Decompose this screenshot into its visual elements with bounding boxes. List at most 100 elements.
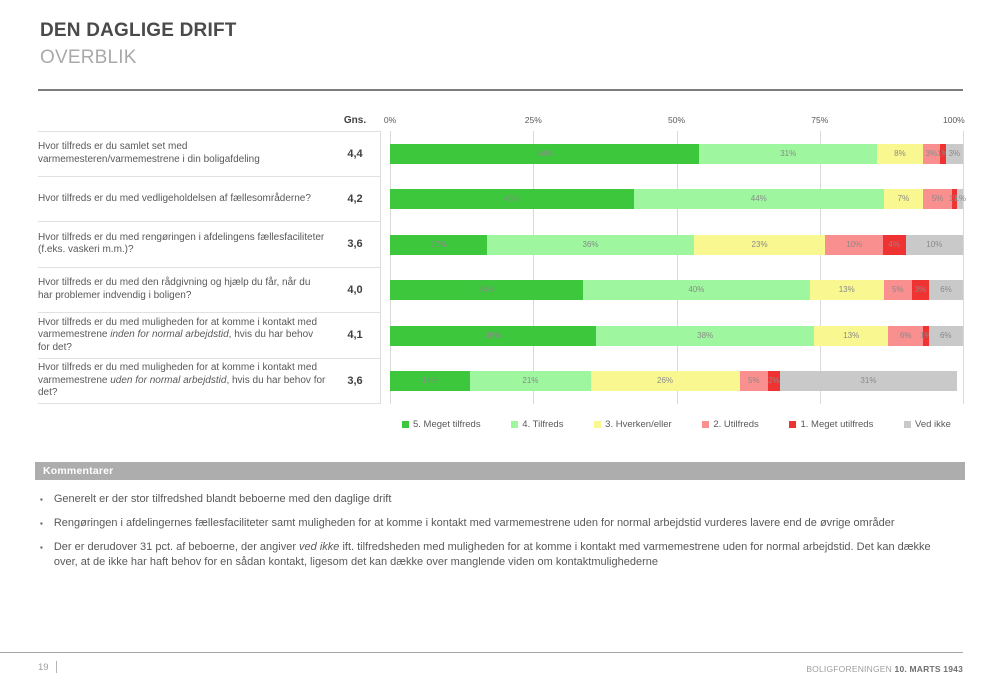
row-label-area: Hvor tilfreds er du med rengøringen i af… xyxy=(38,222,380,268)
bar-segment: 23% xyxy=(693,234,826,255)
question-label-inner: Hvor tilfreds er du samlet set med varme… xyxy=(38,141,326,166)
bar-segment-label: 5% xyxy=(931,194,944,204)
bar-segment: 1% xyxy=(919,325,932,346)
question-text-italic: ved ikke xyxy=(299,541,340,554)
axis-tick-label: 100% xyxy=(942,115,965,125)
gridline xyxy=(676,131,678,404)
bar-segment-label: 5% xyxy=(748,376,760,386)
chart-row: Hvor tilfreds er du med muligheden for a… xyxy=(38,313,963,359)
bar-segment: 38% xyxy=(596,325,814,346)
bar-segment: 14% xyxy=(390,371,471,392)
legend-label: Ved ikke xyxy=(915,419,951,430)
bar-segment: 40% xyxy=(582,280,810,301)
bar-segment-label: 3% xyxy=(948,148,961,158)
bar-segment: 2% xyxy=(768,371,780,392)
gns-value: 3,6 xyxy=(347,238,363,251)
question-label-inner: Hvor tilfreds er du med vedligeholdelsen… xyxy=(38,193,311,206)
bar-segment-label: 36% xyxy=(485,330,502,340)
chart-rows: Hvor tilfreds er du samlet set med varme… xyxy=(38,131,966,405)
gns-value: 4,1 xyxy=(347,329,363,342)
chart-plot-area: Hvor tilfreds er du samlet set med varme… xyxy=(38,131,966,405)
bar-segment-label: 1% xyxy=(937,148,949,158)
comments-list: ▪ Generelt er der stor tilfredshed blandt… xyxy=(40,492,943,578)
bar-segment: 43% xyxy=(390,189,634,210)
bar-segment: 6% xyxy=(888,325,923,346)
gridline xyxy=(390,131,391,404)
stacked-bar: 17% 36% 23% 10% 4% 10% xyxy=(390,234,963,255)
bar-segment: 4% xyxy=(882,234,906,255)
bar-segment-label: 31% xyxy=(780,148,797,158)
bar-segment-label: 1% xyxy=(919,330,932,340)
gns-value: 3,6 xyxy=(347,374,363,387)
axis-tick-label: 75% xyxy=(811,115,829,125)
stacked-bar: 34% 40% 13% 5% 3% 6% xyxy=(390,280,963,301)
legend-item: 5. Meget tilfreds xyxy=(402,419,481,430)
question-text-italic: inden for normal arbejdstid xyxy=(110,329,229,340)
bar-segment-label: 1% xyxy=(948,194,961,204)
bar-cell: 14% 21% 26% 5% 2% 31% xyxy=(390,359,963,405)
chart-axis: Gns. 0% 25% 50% 75% 100% xyxy=(38,104,965,131)
bar-segment-label: 21% xyxy=(522,376,539,386)
gns-column-header: Gns. xyxy=(343,115,367,126)
bar-segment-label: 4% xyxy=(888,239,900,249)
footer-date: 10. MARTS 1943 xyxy=(894,664,963,674)
bar-segment-label: 7% xyxy=(897,194,910,204)
legend-label: 1. Meget utilfreds xyxy=(800,419,874,430)
bar-segment: 3% xyxy=(922,143,941,164)
bar-segment-label: 6% xyxy=(939,330,952,340)
gns-value: 4,4 xyxy=(347,147,363,160)
bar-segment: 3% xyxy=(911,280,929,301)
question-label: Hvor tilfreds er du med rengøringen i af… xyxy=(38,222,330,267)
legend-label: 5. Meget tilfreds xyxy=(413,419,481,430)
question-text: Rengøringen i afdelingernes fællesfacili… xyxy=(53,517,895,530)
gridline xyxy=(533,131,535,404)
bar-segment-label: 34% xyxy=(478,285,495,295)
legend-swatch xyxy=(904,421,912,428)
bar-segment-label: 14% xyxy=(422,376,439,386)
gridline xyxy=(819,131,821,404)
bar-segment: 10% xyxy=(825,234,883,255)
slide-header: DEN DAGLIGE DRIFT OVERBLIK xyxy=(40,20,237,69)
chart-row: Hvor tilfreds er du samlet set med varme… xyxy=(38,131,963,177)
bar-segment: 44% xyxy=(633,189,884,210)
question-label: Hvor tilfreds er du med muligheden for a… xyxy=(38,313,330,358)
question-label: Hvor tilfreds er du med den rådgivning o… xyxy=(38,268,330,313)
stacked-bar: 54% 31% 8% 3% 1% 3% xyxy=(390,143,963,164)
bar-segment: 21% xyxy=(470,371,591,392)
question-text: Hvor tilfreds er du med den rådgivning o… xyxy=(38,277,311,301)
bar-segment-label: 23% xyxy=(751,239,768,249)
bar-segment-label: 13% xyxy=(843,330,860,340)
bar-segment-label: 3% xyxy=(914,285,927,295)
bar-segment-label: 2% xyxy=(768,376,780,386)
title-divider xyxy=(38,89,963,91)
comment-bullet: ▪ Rengøringen i afdelingernes fællesfacil… xyxy=(40,516,943,531)
bar-segment: 1% xyxy=(954,189,966,210)
legend-label: 4. Tilfreds xyxy=(522,419,564,430)
question-label: Hvor tilfreds er du samlet set med varme… xyxy=(38,132,330,176)
chart-row: Hvor tilfreds er du med rengøringen i af… xyxy=(38,222,963,268)
grid-layer xyxy=(390,131,964,404)
comments-header: Kommentarer xyxy=(35,462,965,480)
row-label-area: Hvor tilfreds er du med vedligeholdelsen… xyxy=(38,177,380,222)
footer-org: BOLIGFORENINGEN xyxy=(806,664,895,674)
bar-segment-label: 6% xyxy=(940,285,952,295)
page-number: 19 xyxy=(38,661,57,673)
chart-row: Hvor tilfreds er du med den rådgivning o… xyxy=(38,268,963,313)
bar-segment: 36% xyxy=(487,234,694,255)
question-text: Hvor tilfreds er du med muligheden for a… xyxy=(38,316,318,341)
question-text-after: , hvis du har behov for det? xyxy=(38,329,314,353)
bar-segment: 13% xyxy=(814,325,889,346)
legend-label: 2. Utilfreds xyxy=(713,419,759,430)
bar-segment-label: 8% xyxy=(894,148,906,158)
stacked-bar: 36% 38% 13% 6% 1% 6% xyxy=(390,325,963,346)
bar-segment: 17% xyxy=(390,234,488,255)
bar-segment: 3% xyxy=(945,143,963,164)
bar-segment-label: 26% xyxy=(657,376,674,386)
question-label: Hvor tilfreds er du med muligheden for a… xyxy=(38,359,330,404)
bar-segment: 31% xyxy=(699,143,878,164)
bar-segment: 8% xyxy=(877,143,923,164)
legend-item: 3. Hverken/eller xyxy=(594,419,672,430)
question-text: Hvor tilfreds er du med rengøringen i af… xyxy=(38,231,325,256)
bar-segment: 26% xyxy=(590,371,740,392)
bar-segment: 54% xyxy=(390,143,700,164)
